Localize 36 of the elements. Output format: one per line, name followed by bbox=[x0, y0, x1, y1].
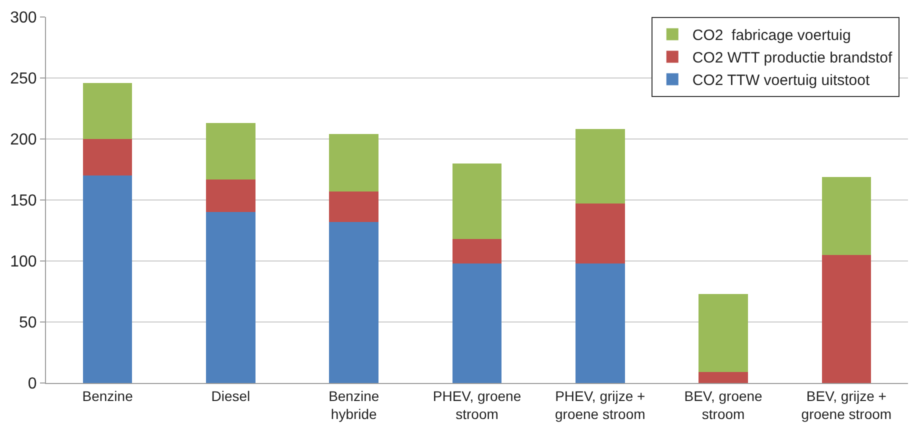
x-tick-label: Benzine hybride bbox=[328, 388, 380, 422]
y-tick-label: 300 bbox=[10, 10, 37, 27]
y-tick-label: 200 bbox=[10, 132, 37, 149]
legend-label: CO2 fabricage voertuig bbox=[692, 27, 851, 44]
bar bbox=[206, 212, 256, 383]
y-tick-label: 0 bbox=[28, 376, 37, 393]
bar bbox=[452, 263, 502, 383]
bar bbox=[452, 163, 502, 240]
y-tick-label: 50 bbox=[19, 314, 37, 332]
x-tick-label: BEV, groene stroom bbox=[684, 388, 763, 422]
bar bbox=[452, 239, 502, 264]
bar bbox=[82, 82, 132, 139]
bar bbox=[329, 222, 378, 383]
bar bbox=[822, 254, 872, 383]
x-tick-label: Diesel bbox=[211, 388, 250, 404]
legend-label: CO2 WTT productie brandstof bbox=[692, 50, 894, 67]
bar bbox=[82, 176, 132, 383]
bar bbox=[822, 176, 872, 255]
bar bbox=[576, 129, 625, 204]
bar bbox=[698, 372, 748, 383]
bar bbox=[698, 294, 748, 372]
bar bbox=[329, 134, 378, 192]
x-tick-label: BEV, grijze + groene stroom bbox=[801, 388, 892, 422]
x-tick-label: PHEV, grijze + groene stroom bbox=[555, 388, 646, 422]
bar bbox=[82, 139, 132, 176]
y-tick-label: 250 bbox=[10, 70, 37, 88]
legend-label: CO2 TTW voertuig uitstoot bbox=[692, 72, 870, 90]
bar bbox=[329, 191, 378, 222]
bar bbox=[576, 263, 625, 383]
bar bbox=[576, 204, 625, 264]
bar bbox=[206, 123, 256, 180]
y-tick-label: 100 bbox=[10, 254, 37, 271]
x-tick-label: Benzine bbox=[82, 388, 134, 404]
bar bbox=[206, 179, 256, 212]
y-tick-label: 150 bbox=[10, 192, 37, 210]
x-tick-label: PHEV, groene stroom bbox=[432, 388, 522, 422]
